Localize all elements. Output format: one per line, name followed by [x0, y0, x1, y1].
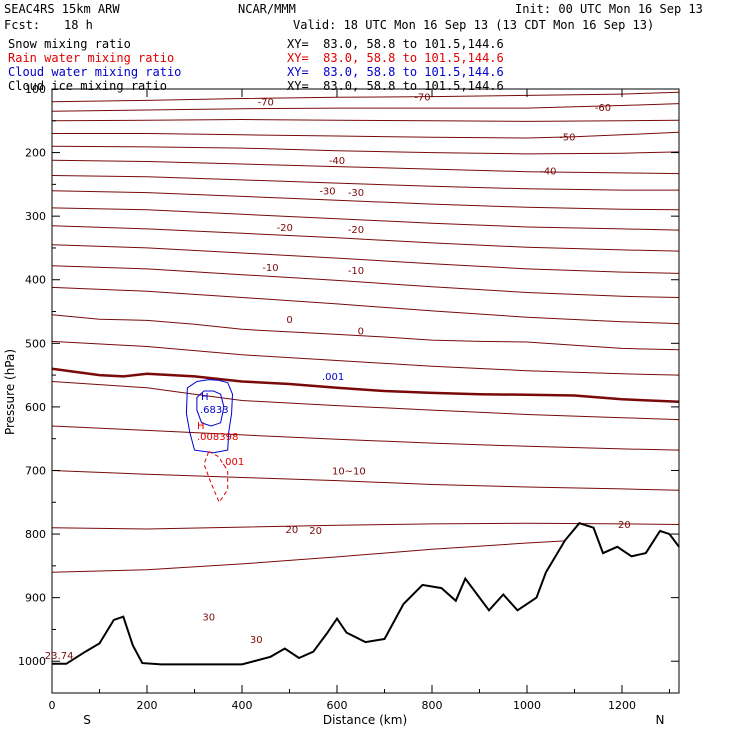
contour-label-16: 20: [309, 526, 322, 537]
temperature-contour-3: [52, 131, 680, 139]
y-tick-label-6: 700: [25, 464, 46, 477]
model-title: SEAC4RS 15km ARW: [4, 2, 120, 16]
temperature-contour-12: [51, 286, 680, 325]
y-tick-label-5: 600: [25, 401, 46, 414]
x-tick-label-0: 0: [49, 699, 56, 712]
field-rain-name: Rain water mixing ratio: [8, 51, 175, 65]
temperature-contours: [51, 91, 680, 573]
contour-label-18: 30: [202, 613, 215, 624]
x-tick-label-4: 800: [422, 699, 443, 712]
y-tick-label-2: 300: [25, 210, 46, 223]
y-tick-label-8: 900: [25, 592, 46, 605]
contour-labels: -70 -70 -60 -50 -40 -40 -30 -30 -20 -20 -10 -10 0 0 10…: [45, 93, 631, 662]
temperature-contour-8: [51, 207, 680, 231]
contour-label-3: -50: [559, 133, 575, 144]
temperature-contour-15: [51, 381, 680, 421]
temperature-contour-16: [51, 425, 680, 451]
rain-water-max-value: .008398: [197, 432, 238, 443]
contour-label-11: -10: [348, 266, 364, 277]
temperature-contour-17: [51, 470, 680, 491]
field-snow-xy: XY= 83.0, 58.8 to 101.5,144.6: [287, 37, 504, 51]
rain-water-level-label: .001: [222, 457, 244, 468]
y-tick-label-9: 1000: [18, 655, 46, 668]
y-axis-title: Pressure (hPa): [3, 349, 17, 435]
contour-label-8: -20: [277, 223, 293, 234]
x-tick-label-2: 400: [232, 699, 253, 712]
temperature-contour-5: [51, 159, 680, 175]
contour-label-20: 23.74: [45, 651, 74, 662]
x-tick-label-5: 1000: [513, 699, 541, 712]
y-tick-label-4: 500: [25, 337, 46, 350]
contour-label-17: 20: [618, 520, 631, 531]
y-tick-label-7: 800: [25, 528, 46, 541]
rain-water-contours: H.008398 .001: [197, 421, 244, 504]
zero-isotherm: [51, 367, 680, 404]
contour-label-6: -30: [319, 187, 335, 198]
temperature-contour-13: [51, 314, 680, 351]
plot-frame: [51, 88, 680, 694]
field-cloudwater-name: Cloud water mixing ratio: [8, 65, 182, 79]
contour-label-2: -60: [595, 103, 611, 114]
cloud-water-contour-1: [196, 390, 225, 427]
contour-label-0: -70: [258, 98, 274, 109]
temperature-contour-2: [51, 118, 680, 122]
center-label: NCAR/MMM: [238, 2, 296, 16]
temperature-contour-4: [51, 145, 680, 155]
temperature-contour-18: [51, 522, 680, 530]
contour-label-5: -40: [540, 166, 556, 177]
cloud-water-level-label: .001: [322, 372, 344, 383]
temperature-contour-9: [51, 225, 680, 252]
terrain-line: [52, 522, 680, 666]
cloud-water-max-marker: H: [201, 392, 209, 403]
contour-label-1: -70: [414, 93, 430, 104]
contour-label-7: -30: [348, 188, 364, 199]
temperature-contour-6: [51, 175, 679, 191]
temperature-contour-0: [51, 91, 680, 103]
field-cloudwater-xy: XY= 83.0, 58.8 to 101.5,144.6: [287, 65, 504, 79]
forecast-label: Fcst:: [4, 18, 41, 32]
x-tick-label-6: 1200: [608, 699, 636, 712]
x-end-label-north: N: [656, 713, 665, 727]
x-axis-title: Distance (km): [323, 713, 407, 727]
init-time: Init: 00 UTC Mon 16 Sep 13: [515, 2, 703, 16]
cloud-water-contours: .001 H .6833: [185, 372, 344, 454]
zero-isotherm-line: [51, 367, 680, 404]
terrain-fill: [52, 523, 679, 693]
temperature-contour-7: [51, 190, 680, 211]
temperature-contour-19: [51, 539, 575, 573]
contour-label-4: -40: [329, 156, 345, 167]
contour-label-12: 0: [286, 315, 292, 326]
x-tick-label-3: 600: [327, 699, 348, 712]
contour-label-10: -10: [262, 263, 278, 274]
contour-label-15: 20: [286, 525, 299, 536]
axes: 0 200 400 600 800 1000 12001002003004005006007…: [18, 83, 679, 712]
x-end-label-south: S: [83, 713, 91, 727]
cloud-water-contour-0: [185, 379, 234, 454]
y-tick-label-3: 400: [25, 274, 46, 287]
temperature-contour-11: [51, 265, 680, 298]
rain-water-max-marker: H: [197, 421, 205, 432]
y-tick-label-0: 100: [25, 83, 46, 96]
temperature-contour-10: [51, 244, 680, 274]
y-tick-label-1: 200: [25, 147, 46, 160]
field-snow-name: Snow mixing ratio: [8, 37, 131, 51]
contour-label-13: 0: [358, 327, 364, 338]
forecast-hour: 18 h: [64, 18, 93, 32]
terrain-profile: [52, 522, 680, 693]
cloud-water-max-value: .6833: [200, 405, 229, 416]
valid-time: Valid: 18 UTC Mon 16 Sep 13 (13 CDT Mon …: [293, 18, 655, 32]
contour-label-14: 10~10: [332, 466, 366, 477]
field-rain-xy: XY= 83.0, 58.8 to 101.5,144.6: [287, 51, 504, 65]
temperature-contour-1: [51, 103, 680, 112]
contour-label-9: -20: [348, 225, 364, 236]
contour-label-19: 30: [250, 635, 263, 646]
rain-water-contour-0: [203, 450, 229, 504]
temperature-contour-14: [51, 340, 680, 376]
x-tick-label-1: 200: [137, 699, 158, 712]
